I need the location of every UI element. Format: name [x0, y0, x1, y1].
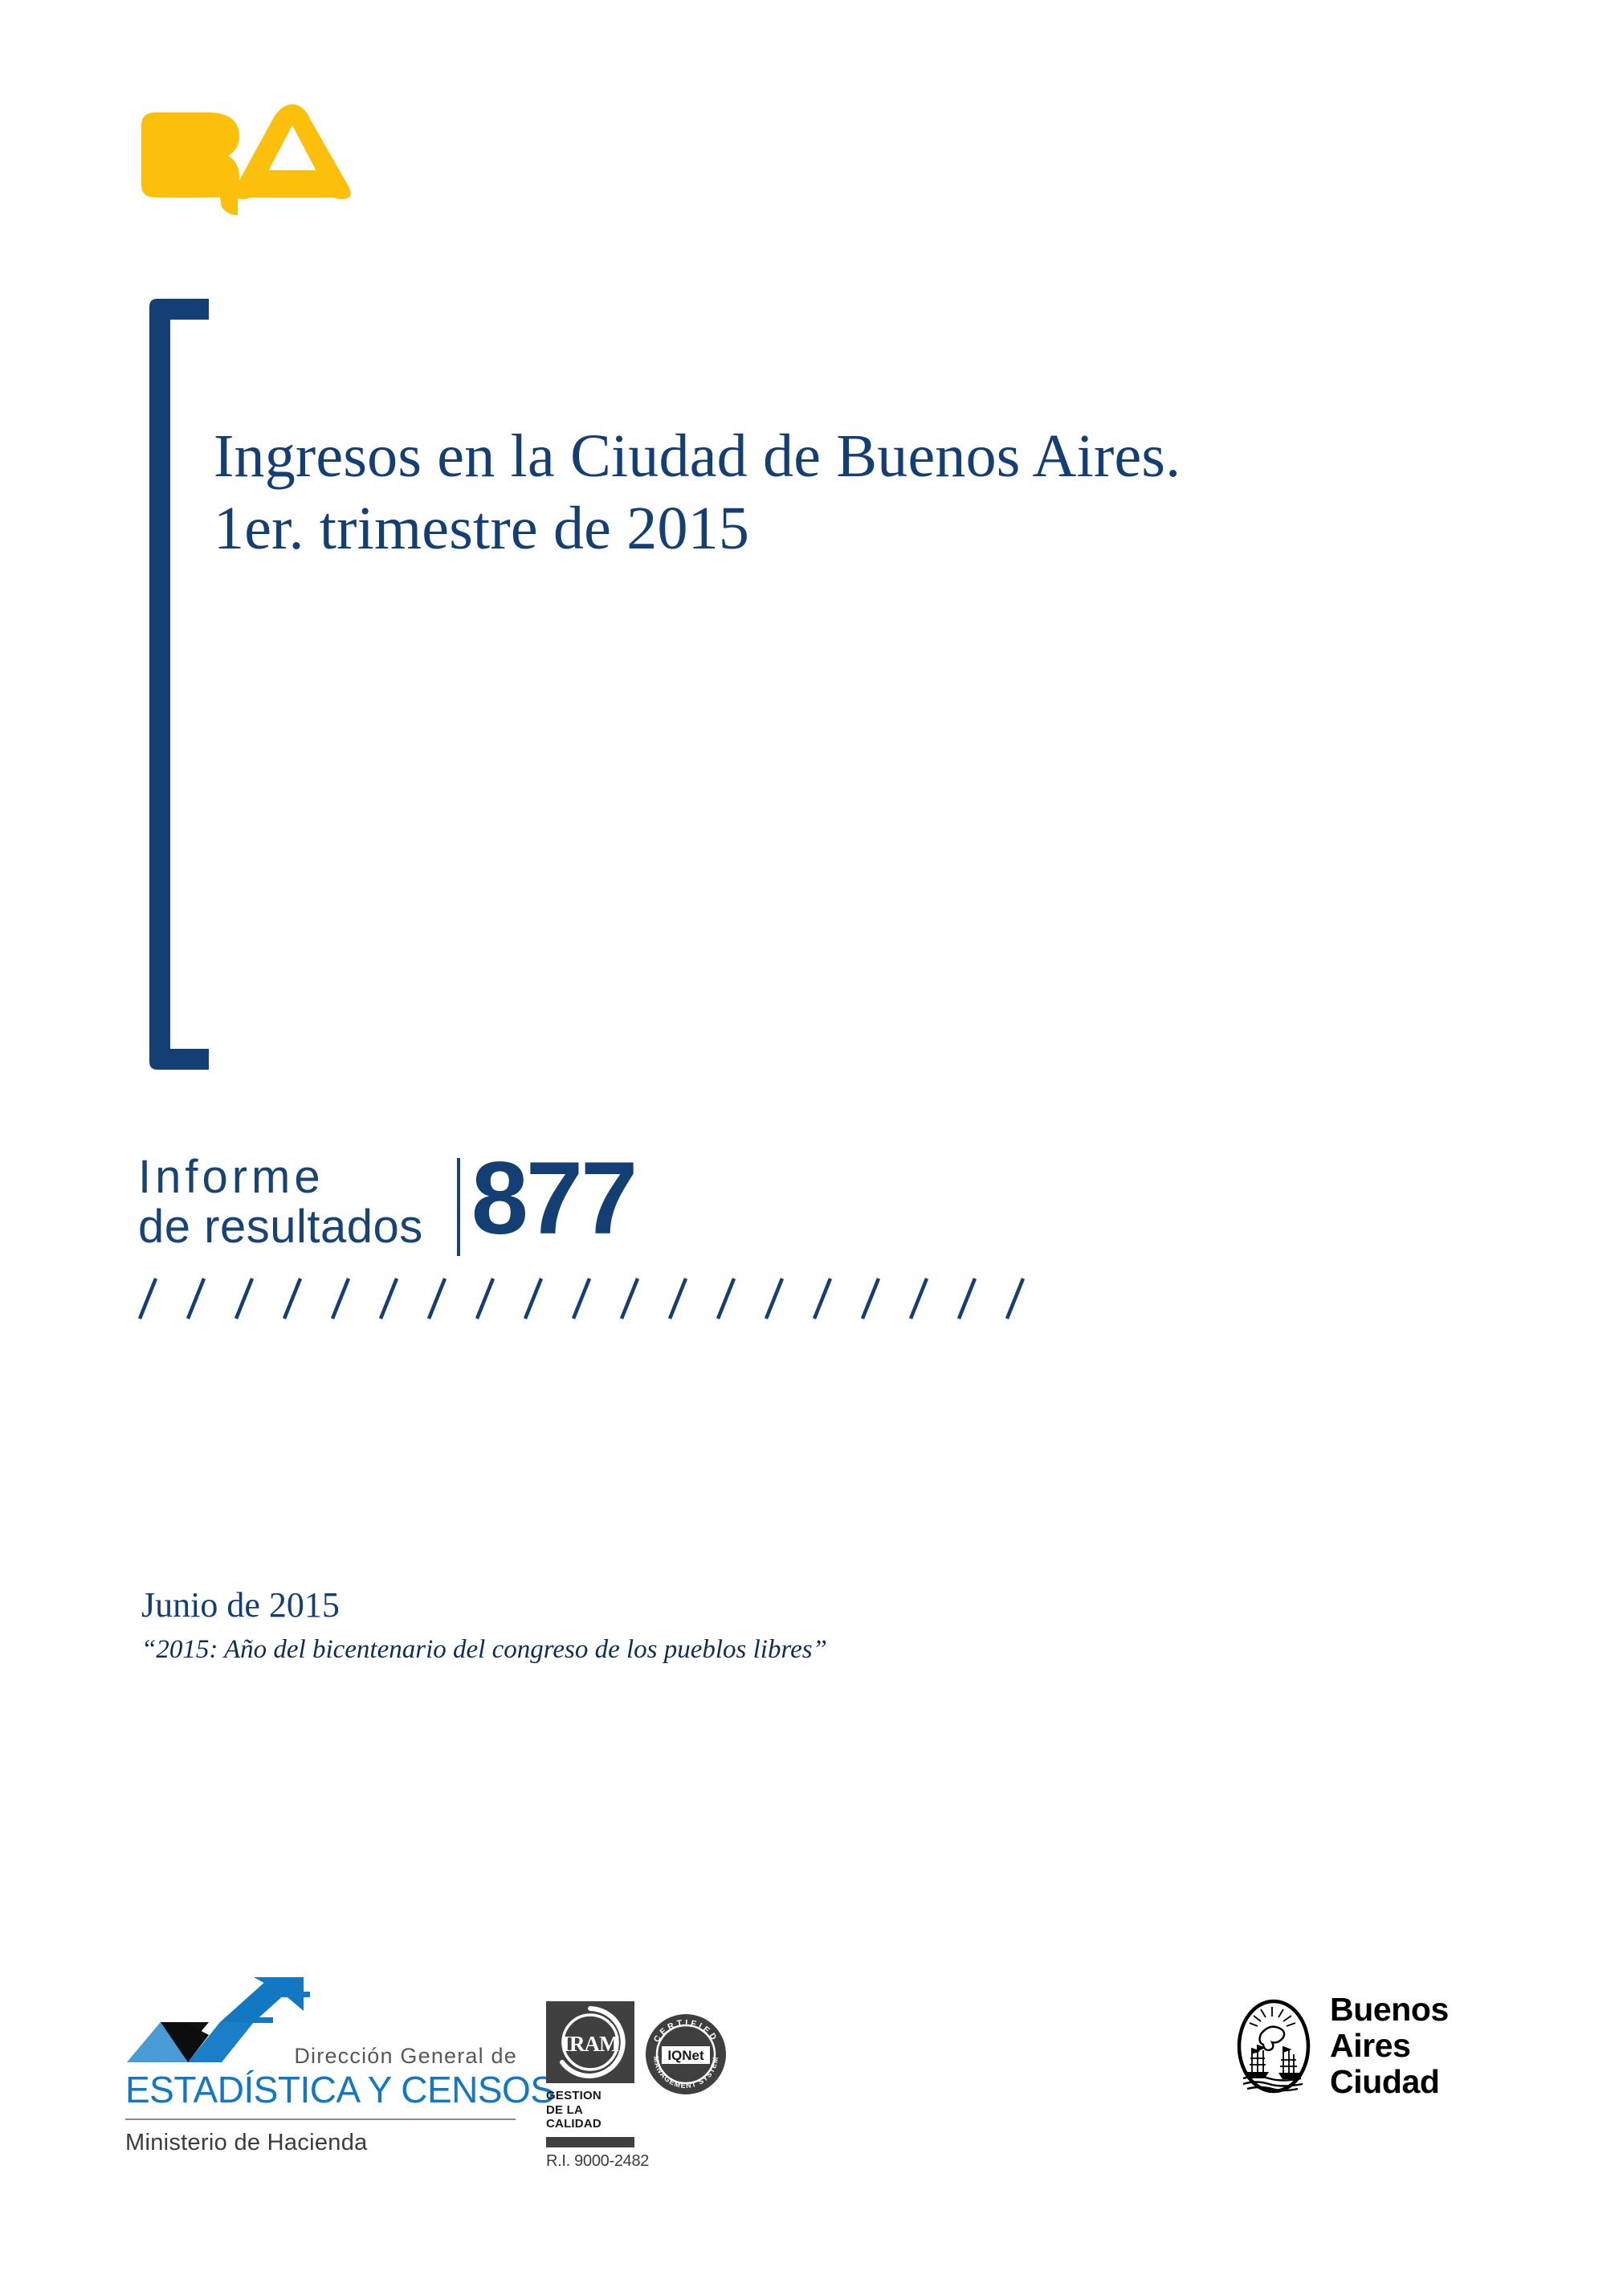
slash-mark: [282, 1278, 303, 1319]
iram-caption-line-1: GESTION: [546, 2089, 601, 2102]
slash-mark: [764, 1278, 785, 1319]
svg-text:IRAM: IRAM: [562, 2032, 620, 2056]
footer: Dirección General de ESTADÍSTICA Y CENSO…: [0, 1960, 1623, 2200]
iram-mark-icon: IRAM: [546, 2001, 634, 2083]
ba-ciudad-line-3: Ciudad: [1330, 2063, 1440, 2101]
ba-ciudad-wordmark: Buenos Aires Ciudad: [1330, 1991, 1449, 2101]
slash-mark: [860, 1278, 881, 1319]
slash-mark: [956, 1278, 977, 1319]
publication-date-block: Junio de 2015 “2015: Año del bicentenari…: [141, 1584, 827, 1665]
title-line-2: 1er. trimestre de 2015: [214, 494, 750, 562]
dgeyc-line-bottom: Ministerio de Hacienda: [125, 2129, 368, 2155]
decorative-bracket: [146, 299, 212, 1070]
certification-logos: IRAM GESTION DE LA CALIDAD R.I. 9000-248…: [546, 2001, 731, 2170]
slash-mark: [1005, 1278, 1026, 1319]
iram-bar: [546, 2137, 634, 2148]
dgeyc-logo: Dirección General de ESTADÍSTICA Y CENSO…: [125, 1976, 555, 2156]
slash-mark: [716, 1278, 736, 1319]
report-label-line-1: Informe: [138, 1151, 324, 1203]
title-line-1: Ingresos en la Ciudad de Buenos Aires.: [214, 422, 1181, 490]
ba-ciudad-line-1: Buenos: [1330, 1991, 1449, 2028]
dgeyc-divider: [125, 2118, 516, 2120]
buenos-aires-ciudad-logo: Buenos Aires Ciudad: [1237, 1991, 1449, 2101]
iram-registry: R.I. 9000-2482: [546, 2152, 650, 2171]
ba-crest-icon: [1237, 1999, 1311, 2094]
iram-logo: IRAM GESTION DE LA CALIDAD R.I. 9000-248…: [546, 2001, 650, 2171]
slash-mark: [137, 1278, 158, 1319]
iram-caption-line-2: DE LA CALIDAD: [546, 2102, 601, 2131]
svg-text:IQNet: IQNet: [667, 2048, 704, 2063]
dgeyc-line-main: ESTADÍSTICA Y CENSOS: [125, 2069, 555, 2110]
report-label-words: Informe de resultados: [138, 1150, 423, 1253]
slash-mark: [234, 1278, 255, 1319]
slash-mark: [475, 1278, 495, 1319]
report-label-block: Informe de resultados 877: [138, 1141, 638, 1256]
slash-mark: [330, 1278, 351, 1319]
slash-divider: [135, 1275, 1050, 1322]
report-label-line-2: de resultados: [138, 1201, 423, 1254]
dgeyc-line-top: Dirección General de: [294, 2044, 517, 2068]
slash-mark: [667, 1278, 688, 1319]
ascending-arrow-icon: [127, 1977, 310, 2062]
publication-date: Junio de 2015: [141, 1585, 340, 1625]
ba-ciudad-line-2: Aires: [1330, 2027, 1411, 2065]
slash-mark: [378, 1278, 399, 1319]
ba-logo: [138, 103, 353, 215]
slash-mark: [186, 1278, 206, 1319]
slash-mark: [908, 1278, 929, 1319]
slash-mark: [523, 1278, 544, 1319]
vertical-divider: [456, 1158, 460, 1256]
slash-mark: [426, 1278, 447, 1319]
dgeyc-arrow-graphic-row: Dirección General de: [125, 1976, 519, 2070]
slash-mark: [619, 1278, 640, 1319]
year-motto: “2015: Año del bicentenario del congreso…: [141, 1634, 827, 1664]
page-title: Ingresos en la Ciudad de Buenos Aires. 1…: [214, 421, 1482, 565]
slash-mark: [571, 1278, 592, 1319]
iqnet-logo: IQNet CERTIFIED MANAGEMENT SYSTEM: [644, 2013, 728, 2096]
slash-mark: [812, 1278, 833, 1319]
report-number: 877: [471, 1141, 638, 1256]
iram-caption: GESTION DE LA CALIDAD: [546, 2089, 634, 2131]
